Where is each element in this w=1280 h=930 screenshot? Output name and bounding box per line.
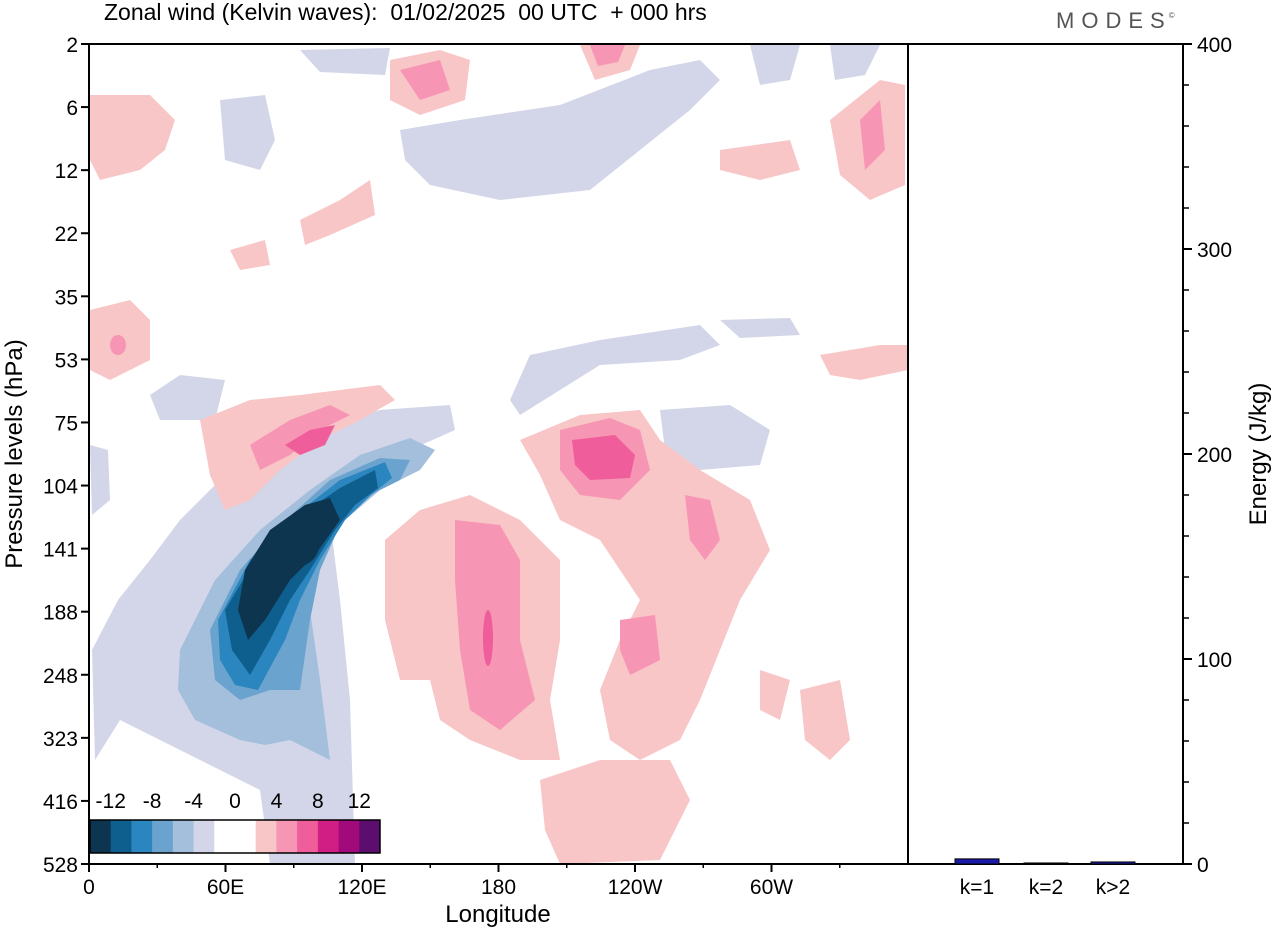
neg-region-strat-3 <box>220 95 275 170</box>
pos-band-upper-8 <box>285 425 335 455</box>
colorbar-label: -4 <box>184 790 203 813</box>
y-tick-label: 75 <box>55 412 78 435</box>
y-tick-label: 2 <box>66 34 78 57</box>
x-tick-label: 60W <box>750 876 793 899</box>
colorbar-swatch <box>276 820 298 853</box>
colorbar-swatch <box>317 820 340 853</box>
energy-tick-label: 200 <box>1197 444 1232 467</box>
neg-kelvin-core <box>271 523 319 567</box>
y-tick-label: 22 <box>55 223 78 246</box>
colorbar-swatch <box>131 820 153 853</box>
logo-mark: © <box>1168 11 1175 20</box>
colorbar-swatch <box>235 820 257 853</box>
y-tick-label: 12 <box>55 160 78 183</box>
energy-bar-label: k>2 <box>1096 876 1130 899</box>
x-tick-label: 0 <box>83 876 95 899</box>
pos-region-180-core <box>483 610 493 666</box>
colorbar-label: -8 <box>143 790 162 813</box>
y-tick-label: 528 <box>43 854 78 877</box>
energy-tick-label: 0 <box>1197 854 1209 877</box>
energy-bar-label: k=1 <box>960 876 994 899</box>
pos-region-lower-6 <box>620 615 660 675</box>
energy-bar <box>954 858 1000 865</box>
y-tick-label: 416 <box>43 791 78 814</box>
energy-tick-label: 400 <box>1197 34 1232 57</box>
colorbar-swatch <box>110 820 132 853</box>
colorbar-label: -12 <box>96 790 126 813</box>
pos-region-strat-top-6 <box>590 45 625 66</box>
x-tick-label: 120W <box>608 876 663 899</box>
energy-tick-label: 100 <box>1197 649 1232 672</box>
colorbar-label: 8 <box>312 790 324 813</box>
pos-region-lower <box>540 760 690 864</box>
energy-axis-title: Energy (J/kg) <box>1245 383 1272 526</box>
energy-bar-label: k=2 <box>1029 876 1063 899</box>
y-tick-label: 323 <box>43 728 78 751</box>
neg-region-top-east <box>750 45 800 85</box>
pos-region-strat-east-6 <box>860 100 885 170</box>
colorbar: -12 -8 -4 0 4 8 12 <box>89 790 381 854</box>
neg-region-west <box>90 445 110 515</box>
pos-region-strat-mid-6 <box>400 60 450 100</box>
colorbar-swatch <box>359 820 381 853</box>
colorbar-swatch <box>90 820 112 853</box>
energy-bar <box>1090 861 1136 865</box>
neg-region-mid-2 <box>720 318 800 338</box>
pos-region-6-east-2 <box>685 495 720 560</box>
colorbar-swatch <box>255 820 277 853</box>
pos-region-180-6 <box>455 520 535 730</box>
pos-region-strat-west <box>90 95 175 180</box>
colorbar-swatch <box>214 820 236 853</box>
x-axis: 0 60E 120E 180 120W 60W <box>83 864 841 899</box>
energy-bar <box>1023 862 1069 865</box>
neg-region-east <box>660 405 770 470</box>
pos-region-strat-east-2 <box>720 140 800 180</box>
colorbar-swatch <box>193 820 215 853</box>
energy-tick-label: 300 <box>1197 239 1232 262</box>
pos-region-22 <box>300 180 375 245</box>
colorbar-swatch <box>152 820 174 853</box>
y-tick-label: 6 <box>66 97 78 120</box>
x-tick-label: 120E <box>337 876 386 899</box>
colorbar-swatch <box>338 820 360 853</box>
colorbar-swatch <box>297 820 319 853</box>
neg-region-mid-3 <box>150 375 225 420</box>
x-tick-label: 60E <box>207 876 244 899</box>
pos-region-8-east <box>572 435 635 480</box>
colorbar-label: 4 <box>271 790 283 813</box>
y-tick-label: 53 <box>55 349 78 372</box>
colorbar-frame <box>89 819 381 854</box>
y-axis-title: Pressure levels (hPa) <box>1 339 28 568</box>
y-tick-label: 188 <box>43 602 78 625</box>
y-tick-label: 104 <box>43 476 78 499</box>
pos-region-lower-east-2 <box>800 680 850 760</box>
pos-region-date-east <box>520 410 770 760</box>
energy-bar-panel: 0 100 200 300 400 k=1 k=2 k>2 <box>907 34 1232 899</box>
chart-title: Zonal wind (Kelvin waves): 01/02/2025 00… <box>104 0 707 25</box>
modes-logo: MODES© <box>1056 8 1178 34</box>
y-tick-label: 35 <box>55 286 78 309</box>
y-tick-label: 141 <box>43 539 78 562</box>
colorbar-label: 0 <box>229 790 241 813</box>
colorbar-swatch <box>172 820 195 853</box>
contour-field <box>90 45 908 864</box>
pos-region-53-core <box>110 335 126 355</box>
neg-kelvin-10 <box>225 470 378 675</box>
x-tick-label: 180 <box>481 876 516 899</box>
pos-region-53-east <box>820 345 908 380</box>
y-axis: 2 6 12 22 35 53 75 104 141 188 248 323 416 528 <box>43 34 89 877</box>
neg-region-mid-1 <box>510 325 720 415</box>
pos-region-lower-east <box>760 670 790 720</box>
neg-region-top-east-2 <box>830 45 880 80</box>
x-axis-title: Longitude <box>445 901 550 928</box>
colorbar-label: 12 <box>348 790 371 813</box>
neg-region-strat-2 <box>300 48 390 75</box>
neg-region-strat-1 <box>400 60 720 200</box>
pos-region-35 <box>230 240 270 270</box>
y-tick-label: 248 <box>43 665 78 688</box>
logo-text: MODES <box>1056 8 1172 33</box>
